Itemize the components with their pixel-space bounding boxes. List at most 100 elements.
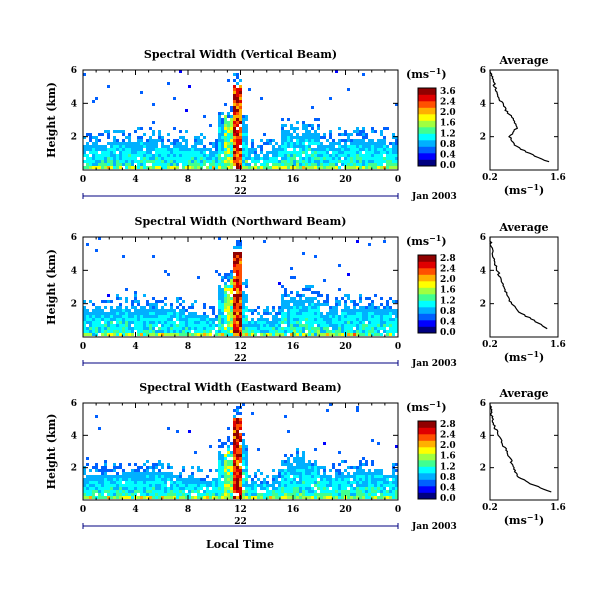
heatmap-cell bbox=[158, 490, 161, 493]
heatmap-cell bbox=[119, 151, 122, 154]
avg-x-label: (ms−1) bbox=[504, 182, 545, 197]
heatmap-cell bbox=[344, 481, 347, 484]
heatmap-cell bbox=[239, 97, 242, 100]
heatmap-cell bbox=[197, 166, 200, 169]
heatmap-cell bbox=[296, 484, 299, 487]
heatmap-cell bbox=[284, 142, 287, 145]
heatmap-cell bbox=[239, 469, 242, 472]
heatmap-cell bbox=[356, 330, 359, 333]
heatmap-cell bbox=[110, 318, 113, 321]
heatmap-cell bbox=[89, 490, 92, 493]
colorbar-swatch bbox=[418, 153, 436, 160]
heatmap-cell bbox=[212, 487, 215, 490]
heatmap-cell bbox=[230, 288, 233, 291]
heatmap-cell bbox=[95, 249, 98, 252]
heatmap-cell bbox=[296, 136, 299, 139]
heatmap-cell bbox=[251, 481, 254, 484]
heatmap-cell bbox=[302, 493, 305, 496]
heatmap-cell bbox=[245, 496, 248, 499]
heatmap-cell bbox=[230, 309, 233, 312]
heatmap-cell bbox=[224, 333, 227, 336]
heatmap-cell bbox=[335, 154, 338, 157]
heatmap-cell bbox=[299, 463, 302, 466]
heatmap-cell bbox=[206, 475, 209, 478]
heatmap-cell bbox=[395, 478, 398, 481]
heatmap-cell bbox=[113, 481, 116, 484]
heatmap-cell bbox=[158, 315, 161, 318]
heatmap-cell bbox=[152, 255, 155, 258]
heatmap-cell bbox=[332, 157, 335, 160]
heatmap-cell bbox=[275, 151, 278, 154]
heatmap-cell bbox=[119, 312, 122, 315]
heatmap-cell bbox=[242, 460, 245, 463]
heatmap-cell bbox=[266, 151, 269, 154]
heatmap-cell bbox=[302, 294, 305, 297]
heatmap-cell bbox=[134, 487, 137, 490]
heatmap-cell bbox=[236, 294, 239, 297]
colorbar-tick-label: 2.8 bbox=[440, 254, 456, 264]
heatmap-cell bbox=[383, 321, 386, 324]
heatmap-cell bbox=[245, 487, 248, 490]
heatmap-cell bbox=[86, 487, 89, 490]
heatmap-cell bbox=[161, 139, 164, 142]
heatmap-cell bbox=[155, 154, 158, 157]
heatmap-cell bbox=[299, 478, 302, 481]
heatmap-cell bbox=[317, 127, 320, 130]
heatmap-cell bbox=[371, 460, 374, 463]
heatmap-cell bbox=[359, 133, 362, 136]
heatmap-cell bbox=[173, 484, 176, 487]
heatmap-cell bbox=[224, 460, 227, 463]
heatmap-cell bbox=[395, 151, 398, 154]
heatmap-cell bbox=[218, 309, 221, 312]
heatmap-cell bbox=[386, 127, 389, 130]
heatmap-cell bbox=[347, 475, 350, 478]
colorbar-tick-label: 0.8 bbox=[440, 307, 456, 317]
heatmap-cell bbox=[272, 151, 275, 154]
heatmap-cell bbox=[305, 481, 308, 484]
heatmap-cell bbox=[350, 490, 353, 493]
heatmap-cell bbox=[317, 466, 320, 469]
heatmap-cell bbox=[248, 496, 251, 499]
heatmap-cell bbox=[272, 315, 275, 318]
heatmap-cell bbox=[239, 133, 242, 136]
heatmap-cell bbox=[143, 463, 146, 466]
avg-y-tick-label: 2 bbox=[480, 464, 486, 474]
heatmap-cell bbox=[236, 442, 239, 445]
heatmap-cell bbox=[320, 154, 323, 157]
heatmap-cell bbox=[227, 285, 230, 288]
heatmap-cell bbox=[335, 148, 338, 151]
heatmap-cell bbox=[329, 148, 332, 151]
heatmap-cell bbox=[191, 490, 194, 493]
heatmap-cell bbox=[377, 475, 380, 478]
heatmap-cell bbox=[239, 451, 242, 454]
heatmap-cell bbox=[83, 490, 86, 493]
heatmap-cell bbox=[89, 300, 92, 303]
heatmap-cell bbox=[245, 163, 248, 166]
heatmap-cell bbox=[242, 294, 245, 297]
heatmap-cell bbox=[188, 160, 191, 163]
heatmap-cell bbox=[188, 330, 191, 333]
heatmap-cell bbox=[296, 294, 299, 297]
heatmap-cell bbox=[155, 148, 158, 151]
heatmap-cell bbox=[341, 484, 344, 487]
heatmap-cell bbox=[383, 148, 386, 151]
heatmap-cell bbox=[227, 276, 230, 279]
heatmap-cell bbox=[245, 145, 248, 148]
heatmap-cell bbox=[116, 478, 119, 481]
heatmap-cell bbox=[278, 493, 281, 496]
heatmap-cell bbox=[89, 327, 92, 330]
heatmap-cell bbox=[377, 490, 380, 493]
heatmap-cell bbox=[185, 148, 188, 151]
heatmap-cell bbox=[248, 163, 251, 166]
heatmap-cell bbox=[179, 70, 182, 73]
heatmap-cell bbox=[155, 145, 158, 148]
heatmap-cell bbox=[86, 142, 89, 145]
heatmap-cell bbox=[293, 142, 296, 145]
heatmap-cell bbox=[245, 130, 248, 133]
heatmap-cell bbox=[302, 330, 305, 333]
heatmap-cell bbox=[233, 490, 236, 493]
heatmap-cell bbox=[230, 154, 233, 157]
heatmap-cell bbox=[221, 472, 224, 475]
heatmap-cell bbox=[314, 330, 317, 333]
heatmap-cell bbox=[266, 154, 269, 157]
